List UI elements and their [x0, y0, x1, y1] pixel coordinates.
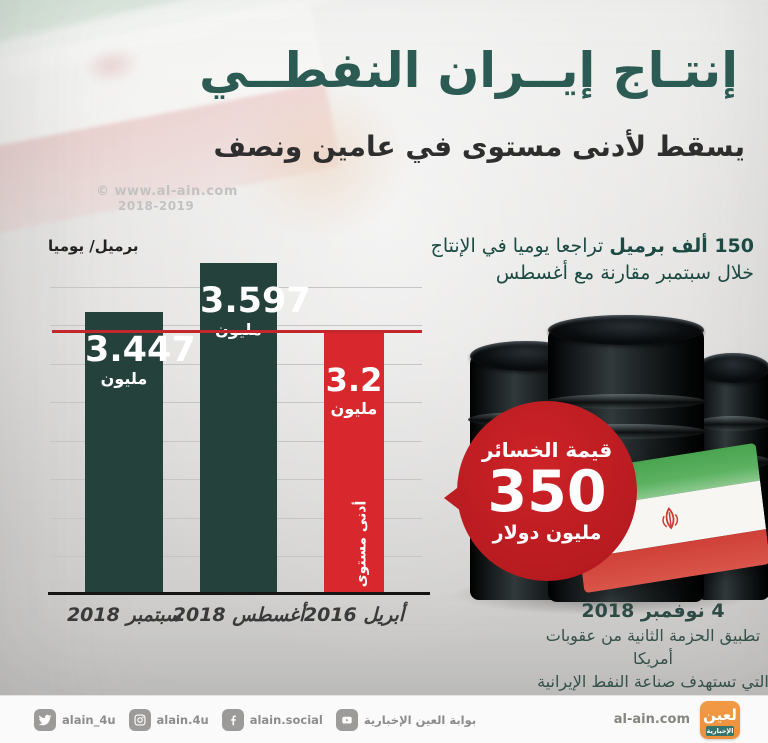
- x-axis-baseline: [48, 592, 430, 595]
- chart-bar: 3.447 مليون: [85, 312, 196, 592]
- site-url[interactable]: al-ain.com: [613, 712, 690, 727]
- footer-branding: al-ain.com لعين الإخبارية: [613, 700, 740, 739]
- youtube-link[interactable]: بوابة العين الإخبارية: [335, 708, 477, 731]
- stat-highlight: 150 ألف برميل: [609, 235, 754, 257]
- threshold-line: [52, 330, 422, 333]
- footer-bar: alain_4u alain.4u alain.social بوابة الع…: [0, 695, 768, 743]
- chart-bar: 3.2 مليون أدنى مستوى: [324, 332, 384, 592]
- iran-emblem-icon: [662, 507, 679, 530]
- sanctions-date: 4 نوفمبر 2018: [581, 600, 725, 622]
- facebook-icon: [221, 708, 244, 731]
- losses-amount: 350: [487, 459, 607, 525]
- social-links: alain_4u alain.4u alain.social بوابة الع…: [34, 708, 477, 731]
- page-subtitle: يسقط لأدنى مستوى في عامين ونصف: [213, 130, 745, 163]
- sanctions-line2: التي تستهدف صناعة النفط الإيرانية: [537, 672, 768, 691]
- y-axis-label: برميل/ يوميا: [48, 237, 139, 255]
- bar-value: 3.447: [85, 330, 196, 370]
- youtube-handle: بوابة العين الإخبارية: [363, 712, 477, 727]
- watermark-years: 2018-2019: [118, 199, 195, 213]
- watermark: © www.al-ain.com 2018-2019: [96, 184, 238, 214]
- watermark-url: © www.al-ain.com: [96, 184, 238, 199]
- twitter-link[interactable]: alain_4u: [34, 708, 116, 731]
- bar-value: 3.597: [200, 281, 311, 321]
- stat-rest: تراجعا يوميا في الإنتاج خلال سبتمبر مقار…: [430, 235, 754, 284]
- sanctions-note: 4 نوفمبر 2018 تطبيق الحزمة الثانية من عق…: [528, 600, 768, 693]
- background-glow: [230, 80, 410, 240]
- instagram-handle: alain.4u: [156, 712, 209, 727]
- alain-logo[interactable]: لعين الإخبارية: [700, 700, 740, 739]
- twitter-icon: [34, 708, 56, 731]
- bar-value: 3.2: [325, 361, 383, 399]
- x-axis-label: أبريل 2016: [303, 604, 405, 626]
- instagram-icon: [128, 708, 151, 731]
- facebook-handle: alain.social: [249, 712, 323, 727]
- alain-logo-text: لعين: [703, 705, 737, 724]
- sanctions-line1: تطبيق الحزمة الثانية من عقوبات أمريكا: [545, 626, 761, 668]
- losses-unit: مليون دولار: [492, 522, 602, 544]
- bar-unit: مليون: [100, 369, 148, 388]
- flag-white-stripe: [574, 480, 767, 559]
- facebook-link[interactable]: alain.social: [221, 708, 323, 731]
- chart-bar: 3.597مليون: [200, 263, 311, 592]
- x-axis-label: سبتمبر 2018: [66, 604, 182, 626]
- alain-logo-subtext: الإخبارية: [706, 725, 734, 736]
- bar-unit: مليون: [200, 320, 277, 339]
- page-title: إنتـاج إيــران النفطــي: [199, 42, 738, 99]
- instagram-link[interactable]: alain.4u: [128, 708, 209, 731]
- iran-flag-illustration: [569, 442, 768, 594]
- production-drop-note: 150 ألف برميل تراجعا يوميا في الإنتاج خل…: [424, 233, 754, 287]
- lowest-level-annotation: أدنى مستوى: [353, 500, 370, 588]
- losses-label: قيمة الخسائر: [481, 438, 613, 462]
- twitter-handle: alain_4u: [62, 712, 116, 727]
- losses-badge: قيمة الخسائر 350 مليون دولار: [444, 401, 637, 581]
- x-axis-label: أغسطس 2018: [172, 604, 305, 626]
- bar-unit: مليون: [330, 399, 378, 418]
- youtube-icon: [335, 708, 358, 731]
